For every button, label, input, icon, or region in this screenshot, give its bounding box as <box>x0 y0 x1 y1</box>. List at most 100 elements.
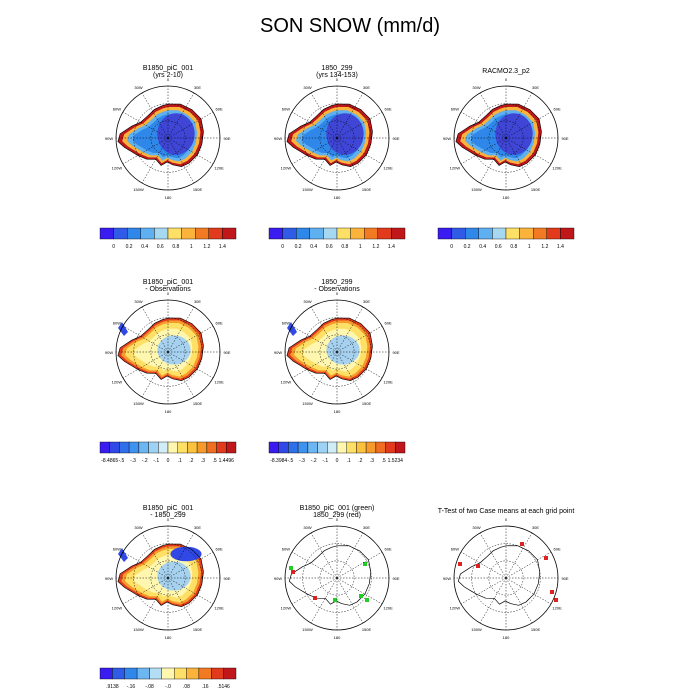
latitude-circle <box>319 334 355 370</box>
latitude-circle <box>319 560 355 596</box>
colorbar-swatch <box>196 441 208 454</box>
latitude-circle <box>488 120 524 156</box>
lon-label: 150W <box>302 187 313 192</box>
colorbar-swatch <box>222 227 237 240</box>
lon-label: 90E <box>223 136 230 141</box>
colorbar-label: 1.2 <box>541 244 548 250</box>
panel-3-map <box>117 317 204 382</box>
colorbar-swatch <box>323 227 338 240</box>
meridian <box>122 111 169 139</box>
lon-label: 150W <box>471 187 482 192</box>
colorbar-label: .2 <box>358 458 362 464</box>
colorbar-label: 0 <box>336 458 339 464</box>
panel-7-title-0: T-Test of two Case means at each grid po… <box>438 508 575 515</box>
lon-label: 90W <box>105 576 113 581</box>
meridian <box>336 532 364 579</box>
lon-label: 180 <box>334 195 341 200</box>
meridian <box>336 306 364 353</box>
colorbar-label: 1.4 <box>388 244 395 250</box>
lon-label: 60W <box>113 107 121 112</box>
coastline <box>457 545 541 606</box>
meridian <box>167 92 195 139</box>
lon-label: 120E <box>552 166 562 171</box>
lon-label: 150W <box>133 627 144 632</box>
colorbar-swatch <box>128 441 140 454</box>
meridian <box>141 577 169 624</box>
lon-label: 60W <box>282 107 290 112</box>
colorbar-label: 1.4 <box>219 244 226 250</box>
meridian <box>336 577 383 605</box>
meridian <box>336 577 364 624</box>
panel-1-graticule: 0 30E 60E 90E 120E 150E 180 150W 120W 90W 60W 30W <box>274 77 400 200</box>
lon-label: 30W <box>134 525 142 530</box>
lon-label: 30W <box>303 85 311 90</box>
lon-label: 120E <box>214 166 224 171</box>
colorbar-label: .5 <box>382 458 386 464</box>
colorbar-swatch <box>216 441 227 454</box>
lon-label: 90W <box>274 136 282 141</box>
colorbar-swatch <box>211 667 224 680</box>
lon-label: 90W <box>443 576 451 581</box>
colorbar-swatch <box>99 227 114 240</box>
lon-label: 60E <box>216 547 223 552</box>
meridian <box>122 137 169 165</box>
colorbar-swatch <box>109 441 120 454</box>
lon-label: 150E <box>531 627 541 632</box>
colorbar-label: -.5 <box>118 458 124 464</box>
lon-label: 150W <box>133 401 144 406</box>
colorbar-swatch <box>317 441 328 454</box>
lon-label: 150E <box>193 187 203 192</box>
colorbar-label: 0.6 <box>326 244 333 250</box>
lon-label: 180 <box>165 409 172 414</box>
lon-label: 150E <box>193 401 203 406</box>
panel-4-border <box>284 299 390 405</box>
lon-label: 60W <box>451 107 459 112</box>
colorbar-swatch <box>288 441 299 454</box>
meridian <box>141 92 169 139</box>
colorbar-swatch <box>492 227 507 240</box>
significance-cell <box>359 594 363 598</box>
colorbar-swatch <box>560 227 575 240</box>
lon-label: 120W <box>281 380 292 385</box>
meridian <box>336 351 364 398</box>
meridian <box>167 351 214 379</box>
meridian <box>122 577 169 605</box>
lon-label: 60E <box>385 547 392 552</box>
colorbar-swatch <box>226 441 237 454</box>
significance-cell <box>289 566 293 570</box>
meridian <box>460 111 507 139</box>
colorbar-swatch <box>437 227 452 240</box>
lon-label: 180 <box>334 409 341 414</box>
lon-label: 120E <box>383 166 393 171</box>
colorbar-swatch <box>194 227 209 240</box>
lon-label: 0 <box>336 517 339 522</box>
meridian <box>167 137 214 165</box>
colorbar-label: .3 <box>201 458 205 464</box>
colorbar-swatch <box>154 227 169 240</box>
panel-5-border <box>115 525 221 631</box>
colorbar-label: 1.2 <box>372 244 379 250</box>
lon-label: 60W <box>282 321 290 326</box>
colorbar-label: 0.4 <box>141 244 148 250</box>
interior-anomaly <box>157 335 191 365</box>
lon-label: 120E <box>383 606 393 611</box>
lon-label: 120W <box>281 606 292 611</box>
lon-label: 120E <box>383 380 393 385</box>
colorbar-label: -8.3984 <box>270 458 287 464</box>
lon-label: 60E <box>216 107 223 112</box>
panel-5-graticule: 0 30E 60E 90E 120E 150E 180 150W 120W 90W 60W 30W <box>105 517 231 640</box>
colorbar-swatch <box>198 667 212 680</box>
colorbar-swatch <box>519 227 534 240</box>
colorbar-swatch <box>161 667 175 680</box>
meridian <box>336 111 383 139</box>
lon-label: 60E <box>216 321 223 326</box>
panel-5-title-1: - 1850_299 <box>150 512 186 519</box>
colorbar-label: 1.2 <box>203 244 210 250</box>
lon-label: 120E <box>214 380 224 385</box>
colorbar-swatch <box>282 227 297 240</box>
meridian <box>505 577 552 605</box>
colorbar-label: .3 <box>370 458 374 464</box>
colorbar-swatch <box>148 441 159 454</box>
meridian <box>291 111 338 139</box>
